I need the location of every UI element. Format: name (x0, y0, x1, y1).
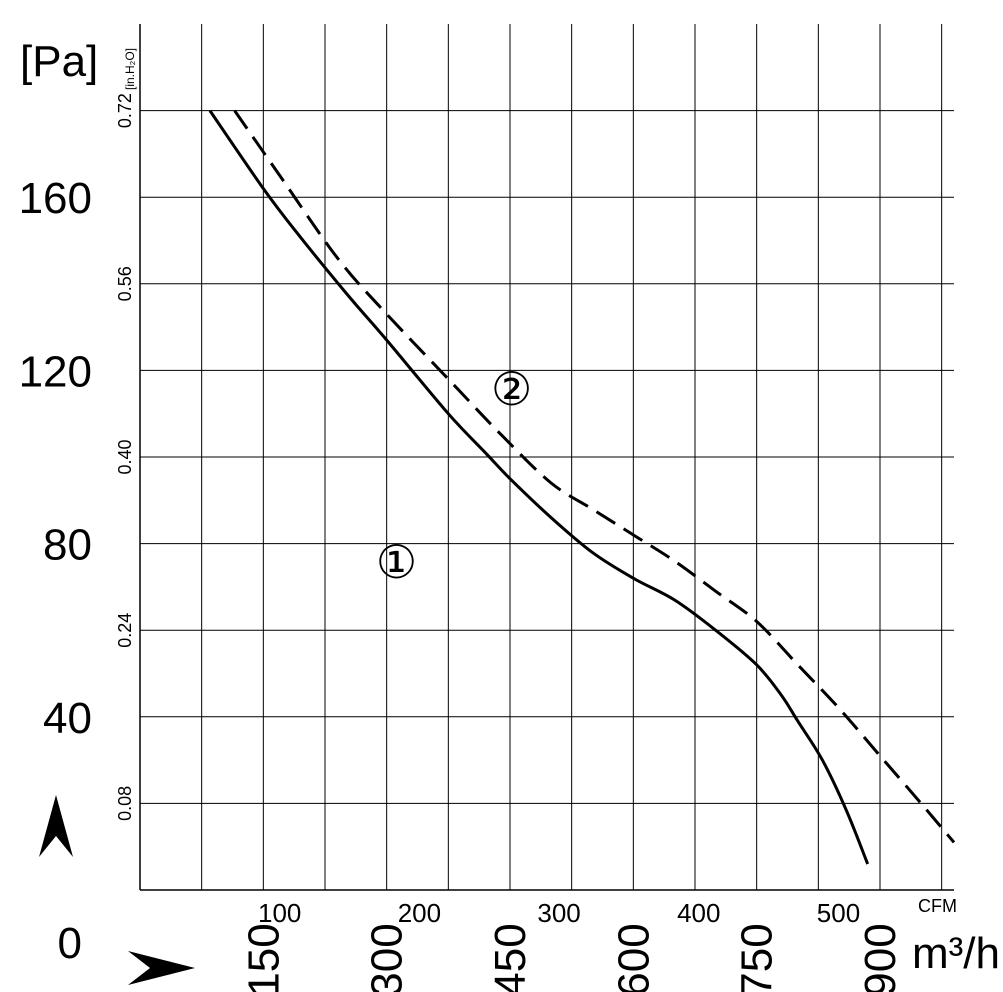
inh2o-tick-label: 0.56 (115, 266, 135, 301)
axis-arrows (39, 795, 195, 985)
m3h-tick-label: 150 (239, 923, 288, 992)
cfm-tick-label: 500 (817, 898, 860, 928)
inh2o-tick-label: 0.72 (115, 93, 135, 128)
series-label-1: ① (376, 535, 417, 589)
curves (208, 109, 956, 865)
inh2o-unit-label: [in.H₂O] (123, 48, 137, 90)
cfm-tick-label: 400 (677, 898, 720, 928)
axis-labels: [Pa] [in.H₂O] CFM m³/h ① ② 0 40 80 120 160 0.08… (19, 37, 1000, 992)
cfm-tick-label: 200 (398, 898, 441, 928)
m3h-tick-label: 600 (609, 923, 658, 992)
pa-tick-label: 80 (43, 521, 92, 570)
inh2o-tick-label: 0.08 (115, 786, 135, 821)
series-line-2 (233, 109, 956, 844)
series-line-1 (208, 109, 870, 865)
m3h-tick-label: 300 (363, 923, 412, 992)
pa-tick-label: 40 (43, 694, 92, 743)
cfm-tick-label: 100 (258, 898, 301, 928)
pa-tick-label: 160 (19, 174, 92, 223)
cfm-unit-label: CFM (918, 896, 957, 916)
arrow-right-icon (128, 951, 195, 985)
grid (140, 24, 954, 890)
m3h-tick-label: 900 (856, 923, 905, 992)
m3h-unit-label: m³/h (912, 929, 1000, 978)
arrow-up-icon (39, 795, 73, 857)
inh2o-tick-label: 0.40 (115, 439, 135, 474)
m3h-tick-label: 750 (733, 923, 782, 992)
m3h-tick-label: 450 (486, 923, 535, 992)
pa-tick-label: 120 (19, 347, 92, 396)
pa-unit-label: [Pa] (20, 37, 98, 86)
cfm-tick-label: 300 (537, 898, 580, 928)
series-label-2: ② (491, 362, 532, 416)
plot-frame (139, 24, 954, 891)
inh2o-tick-label: 0.24 (115, 613, 135, 648)
pa-tick-label: 0 (58, 919, 82, 968)
